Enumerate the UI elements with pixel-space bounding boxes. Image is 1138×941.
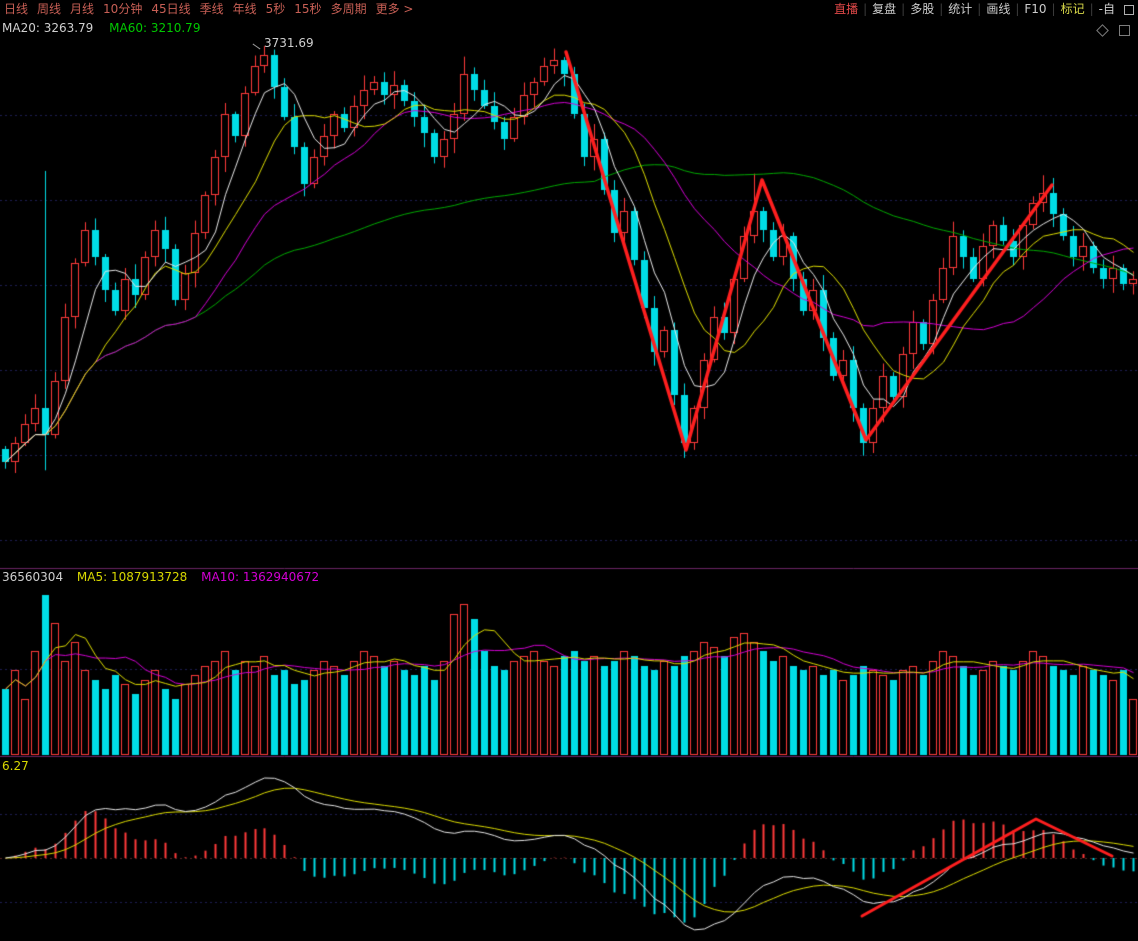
menu-separator: | — [977, 2, 982, 16]
tool-item-4[interactable]: 画线 — [986, 2, 1011, 16]
tool-item-7[interactable]: -自 — [1098, 2, 1115, 16]
period-item-8[interactable]: 15秒 — [294, 2, 322, 16]
macd-label-row: 6.27 — [2, 759, 29, 773]
diamond-icon[interactable] — [1096, 24, 1109, 37]
menu-separator: | — [1089, 2, 1094, 16]
period-item-6[interactable]: 年线 — [232, 2, 257, 16]
menu-bar: 日线 周线 月线 10分钟 45日线 季线 年线 5秒 15秒 多周期 更多 > 直播 | 复盘 | 多股 |… — [0, 0, 1138, 20]
window-icon[interactable] — [1124, 4, 1134, 15]
period-item-7[interactable]: 5秒 — [265, 2, 286, 16]
period-item-10[interactable]: 更多 > — [375, 2, 414, 16]
chart-corner-icons — [1096, 24, 1130, 37]
period-item-0[interactable]: 日线 — [4, 2, 29, 16]
ma20-label: MA20: 3263.79 — [2, 21, 94, 35]
menu-separator: | — [1051, 2, 1056, 16]
period-menu: 日线 周线 月线 10分钟 45日线 季线 年线 5秒 15秒 多周期 更多 > — [4, 0, 422, 19]
tool-item-6[interactable]: 标记 — [1060, 2, 1085, 16]
menu-separator: | — [901, 2, 906, 16]
tool-item-5[interactable]: F10 — [1024, 2, 1047, 16]
tool-item-1[interactable]: 复盘 — [872, 2, 897, 16]
macd-value-label: 6.27 — [2, 759, 29, 773]
volume-value-label: 36560304 — [2, 570, 64, 584]
volume-ma10-label: MA10: 1362940672 — [201, 570, 320, 584]
menu-separator: | — [863, 2, 868, 16]
volume-ma5-label: MA5: 1087913728 — [76, 570, 188, 584]
chart-canvas[interactable] — [0, 19, 1138, 941]
tool-item-0[interactable]: 直播 — [834, 2, 859, 16]
period-item-3[interactable]: 10分钟 — [103, 2, 143, 16]
tool-item-3[interactable]: 统计 — [948, 2, 973, 16]
period-item-9[interactable]: 多周期 — [330, 2, 367, 16]
peak-price-label: 3731.69 — [264, 36, 314, 50]
tool-menu: 直播 | 复盘 | 多股 | 统计 | 画线 | F10 | 标记 | -自 — [834, 0, 1115, 19]
peak-price-annotation: 3731.69 — [252, 36, 314, 50]
ma-label-row: MA20: 3263.79 MA60: 3210.79 — [2, 21, 212, 35]
period-item-5[interactable]: 季线 — [199, 2, 224, 16]
tool-item-2[interactable]: 多股 — [910, 2, 935, 16]
period-item-2[interactable]: 月线 — [70, 2, 95, 16]
menu-separator: | — [1015, 2, 1020, 16]
period-item-4[interactable]: 45日线 — [151, 2, 191, 16]
menu-separator: | — [939, 2, 944, 16]
period-item-1[interactable]: 周线 — [37, 2, 62, 16]
ma60-label: MA60: 3210.79 — [109, 21, 201, 35]
volume-label-row: 36560304 MA5: 1087913728 MA10: 136294067… — [2, 570, 329, 584]
peak-arrow-icon — [252, 43, 261, 49]
panel-icon[interactable] — [1119, 25, 1130, 36]
tool-menu-wrap: 直播 | 复盘 | 多股 | 统计 | 画线 | F10 | 标记 | -自 — [834, 0, 1134, 19]
